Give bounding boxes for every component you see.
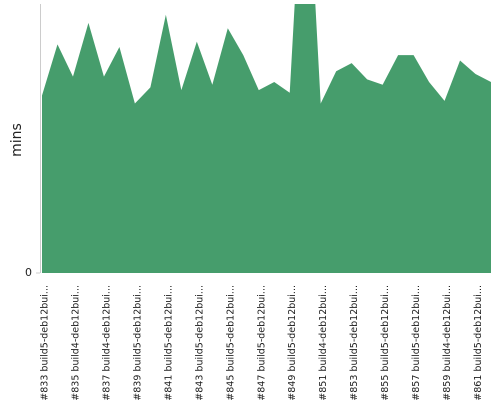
x-tick-label: #835 build4-deb12bui... (70, 285, 81, 400)
x-tick-label: #857 build5-deb12bui... (411, 285, 422, 400)
x-tick-label: #843 build5-deb12bui... (194, 285, 205, 400)
x-tick-label: #855 build5-deb12bui... (380, 285, 391, 400)
x-tick-label: #847 build5-deb12bui... (256, 285, 267, 400)
x-tick-label: #859 build4-deb12bui... (442, 285, 453, 400)
y-axis-label: mins (9, 123, 25, 157)
x-tick-label: #851 build4-deb12bui... (318, 285, 329, 400)
x-tick-label: #861 build5-deb12bui... (473, 285, 484, 400)
x-tick-label: #833 build5-deb12bui... (40, 285, 51, 400)
area (42, 4, 491, 273)
x-tick-label: #841 build5-deb12bui... (163, 285, 174, 400)
x-tick-label: #853 build5-deb12bui... (349, 285, 360, 400)
x-tick-label: #839 build5-deb12bui... (132, 285, 143, 400)
y-tick-label: 0 (25, 266, 32, 279)
x-tick-label: #837 build4-deb12bui... (101, 285, 112, 400)
x-tick-label: #845 build5-deb12bui... (225, 285, 236, 400)
x-tick-label: #849 build5-deb12bui... (287, 285, 298, 400)
